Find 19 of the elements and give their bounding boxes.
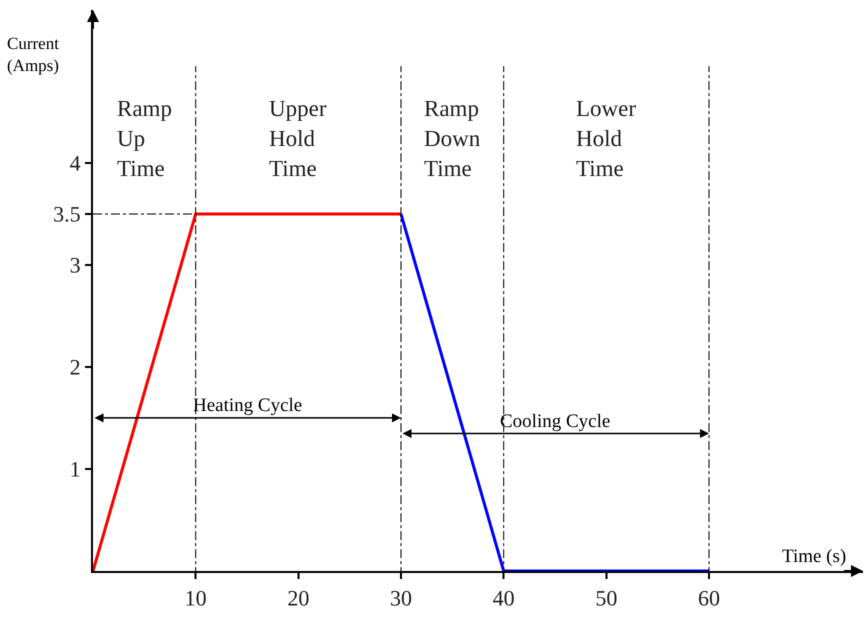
y-tick-label: 3	[70, 252, 81, 278]
x-axis-title: Time (s)	[782, 546, 846, 567]
y-tick-label: 4	[70, 150, 81, 176]
annotation: Heating Cycle	[193, 395, 302, 416]
x-tick-label: 10	[184, 585, 207, 610]
y-tick-label: 1	[70, 456, 81, 482]
x-tick-label: 30	[390, 585, 412, 610]
annotation: Ramp Up Time	[117, 96, 172, 181]
y-tick-label: 2	[70, 354, 81, 380]
x-tick-label: 20	[287, 585, 310, 610]
x-tick-label: 60	[698, 585, 720, 610]
y-axis-title: Current (Amps)	[7, 34, 60, 76]
annotation: Lower Hold Time	[576, 96, 636, 181]
annotation: Upper Hold Time	[269, 96, 327, 181]
annotation: Cooling Cycle	[500, 411, 610, 432]
x-tick-label: 40	[492, 585, 515, 610]
annotation: Ramp Down Time	[424, 96, 481, 181]
y-tick-label: 3.5	[53, 202, 81, 227]
x-tick-label: 50	[595, 585, 618, 610]
